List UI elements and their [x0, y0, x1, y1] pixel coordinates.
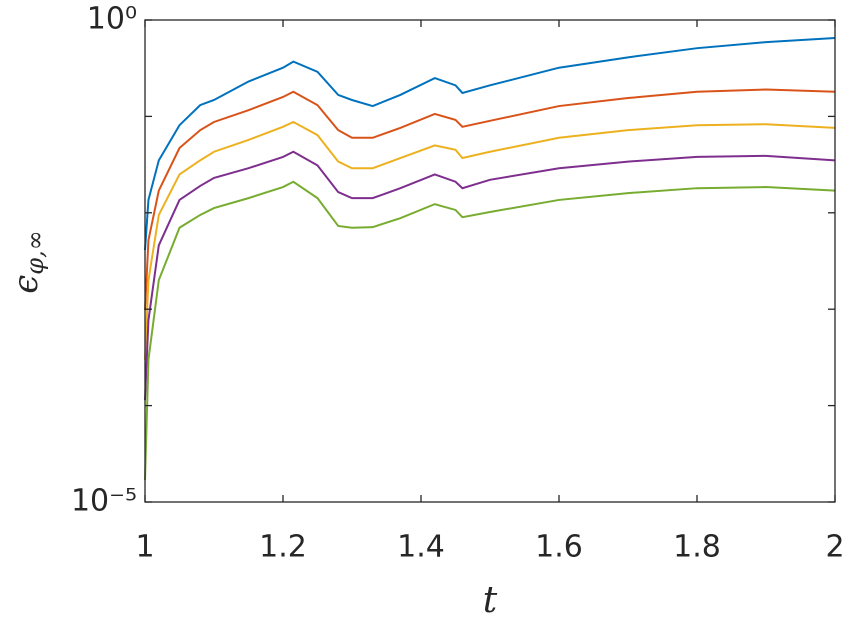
x-tick-label: 2 [825, 530, 844, 565]
x-tick-label: 1.4 [397, 530, 445, 565]
y-axis-label: ϵφ,∞ [6, 230, 49, 293]
x-tick-label: 1 [135, 530, 154, 565]
x-tick-label: 1.8 [673, 530, 721, 565]
y-label-symbol: ϵ [6, 275, 46, 294]
y-tick-label: 10⁰ [87, 2, 137, 37]
data-line [144, 180, 836, 481]
y-label-subscript: φ,∞ [21, 230, 49, 274]
x-tick-label: 1.6 [535, 530, 583, 565]
plot-area [145, 20, 835, 502]
x-axis-label: t [483, 580, 498, 619]
data-line [144, 120, 836, 360]
data-line [144, 150, 836, 401]
y-tick-label: 10⁻⁵ [71, 484, 137, 519]
axes-box [144, 19, 836, 503]
data-line [144, 37, 836, 251]
data-line [144, 88, 836, 311]
x-tick-label: 1.2 [259, 530, 307, 565]
